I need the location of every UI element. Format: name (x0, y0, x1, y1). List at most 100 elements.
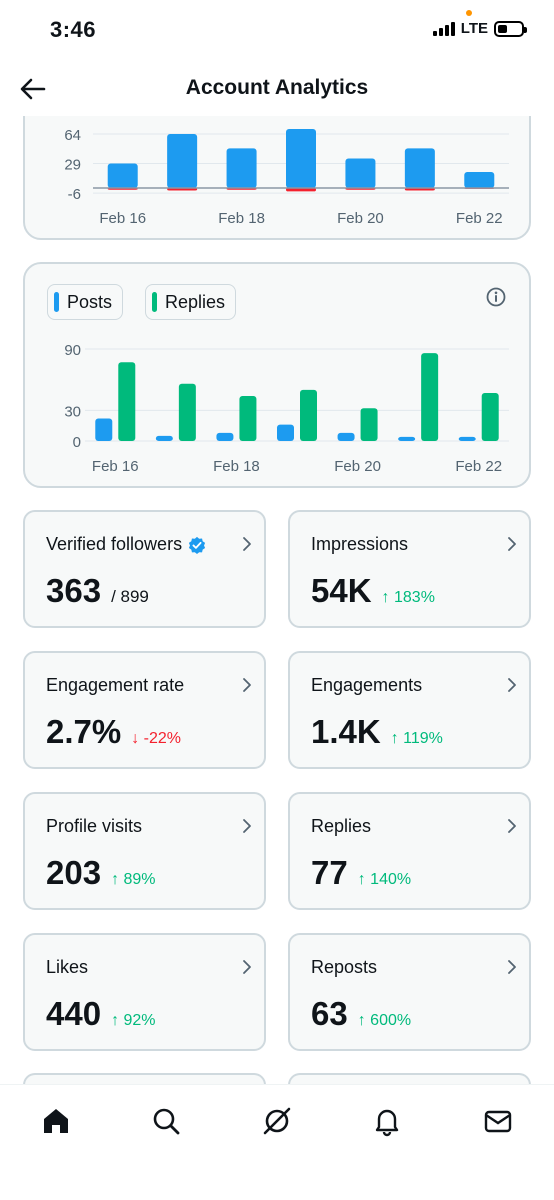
bar-replies (421, 353, 439, 441)
stat-card-impressions[interactable]: Impressions 54K ↑ 183% (288, 510, 531, 628)
status-time: 3:46 (50, 17, 97, 42)
x-tick-label: Feb 20 (334, 458, 381, 475)
stat-value-row: 2.7% ↓ -22% (46, 713, 181, 751)
stat-value-row: 203 ↑ 89% (46, 854, 156, 892)
search-icon[interactable] (150, 1105, 182, 1137)
posts-replies-chart-card: Posts Replies 90 30 0 Feb 16 Feb 18 Feb 20 Feb… (23, 262, 531, 488)
stat-label: Engagement rate (46, 675, 185, 695)
bar-positive (167, 134, 198, 188)
stat-label-wrap: Replies (311, 816, 371, 837)
x-tick-label: Feb 18 (213, 458, 260, 475)
stat-label: Engagements (311, 675, 423, 695)
x-tick-label: Feb 18 (218, 210, 265, 227)
chevron-right-icon (508, 537, 516, 551)
chevron-right-icon (243, 819, 251, 833)
bar-replies (118, 362, 136, 441)
stat-card-verified-followers[interactable]: Verified followers 363 / 899 (23, 510, 266, 628)
stat-value-row: 77 ↑ 140% (311, 854, 411, 892)
legend-replies-swatch (152, 292, 158, 312)
stat-value: 2.7% (46, 713, 122, 750)
x-tick-label: Feb 16 (99, 210, 146, 227)
stat-card-profile-visits[interactable]: Profile visits 203 ↑ 89% (23, 792, 266, 910)
back-button[interactable] (18, 74, 48, 104)
bar-positive (107, 163, 138, 188)
stat-card-engagements[interactable]: Engagements 1.4K ↑ 119% (288, 651, 531, 769)
stat-label-wrap: Verified followers (46, 534, 206, 555)
stat-value: 63 (311, 995, 348, 1032)
impressions-bar-chart: 64 29 -6 Feb 16 Feb 18 Feb 20 Feb 22 (64, 127, 509, 227)
bar-posts (95, 418, 113, 441)
bar-replies (178, 383, 196, 441)
bottom-navigation (0, 1084, 554, 1200)
bar-positive (286, 128, 316, 188)
y-tick-label: 29 (64, 157, 81, 174)
chevron-right-icon (508, 678, 516, 692)
stat-change: ↑ 92% (111, 1012, 156, 1029)
stat-label: Profile visits (46, 816, 143, 836)
stat-label-wrap: Reposts (311, 957, 377, 978)
stat-value-row: 440 ↑ 92% (46, 995, 156, 1033)
y-tick-label: 64 (64, 127, 81, 144)
stat-total: / 899 (111, 587, 149, 606)
bar-positive (404, 148, 435, 188)
bar-posts (458, 436, 476, 441)
bar-positive (226, 148, 257, 188)
stat-label: Replies (311, 816, 372, 836)
chevron-right-icon (243, 537, 251, 551)
y-tick-label: -6 (68, 186, 81, 203)
posts-replies-bar-chart: 90 30 0 Feb 16 Feb 18 Feb 20 Feb 22 (64, 342, 509, 475)
x-tick-label: Feb 16 (92, 458, 139, 475)
stat-card-replies[interactable]: Replies 77 ↑ 140% (288, 792, 531, 910)
stat-card-likes[interactable]: Likes 440 ↑ 92% (23, 933, 266, 1051)
stat-value-row: 363 / 899 (46, 572, 149, 610)
y-tick-label: 0 (73, 434, 81, 451)
stat-value: 363 (46, 572, 102, 609)
chart-legend: Posts Replies (47, 284, 237, 320)
bar-posts (337, 432, 355, 441)
stat-label: Reposts (311, 957, 378, 977)
info-icon[interactable] (485, 286, 507, 308)
home-icon[interactable] (40, 1105, 72, 1137)
bar-replies (481, 392, 499, 441)
verified-badge-icon (188, 536, 206, 554)
arrow-left-icon (20, 78, 46, 100)
stat-value: 77 (311, 854, 348, 891)
chevron-right-icon (508, 819, 516, 833)
stat-label-wrap: Engagements (311, 675, 422, 696)
bar-replies (300, 389, 317, 441)
messages-icon[interactable] (482, 1105, 514, 1137)
chevron-right-icon (243, 960, 251, 974)
status-bar: 3:46 LTE (0, 0, 554, 62)
stat-card-reposts[interactable]: Reposts 63 ↑ 600% (288, 933, 531, 1051)
stat-label: Verified followers (46, 534, 183, 554)
stat-card-engagement-rate[interactable]: Engagement rate 2.7% ↓ -22% (23, 651, 266, 769)
legend-replies[interactable]: Replies (145, 284, 237, 320)
stat-change: ↑ 600% (357, 1012, 412, 1029)
stat-change: ↑ 183% (381, 589, 435, 606)
grok-icon[interactable] (261, 1105, 293, 1137)
page-title: Account Analytics (185, 76, 369, 99)
stat-label-wrap: Impressions (311, 534, 408, 555)
x-tick-label: Feb 22 (456, 210, 503, 227)
stat-label-wrap: Likes (46, 957, 88, 978)
stat-label-wrap: Engagement rate (46, 675, 184, 696)
stat-value: 203 (46, 854, 102, 891)
chevron-right-icon (243, 678, 251, 692)
chevron-right-icon (508, 960, 516, 974)
stat-change: ↑ 89% (111, 871, 156, 888)
status-icons: LTE (432, 20, 527, 37)
notifications-icon[interactable] (371, 1105, 403, 1137)
stat-value-row: 1.4K ↑ 119% (311, 713, 443, 751)
bar-posts (155, 435, 173, 441)
legend-posts-label: Posts (67, 291, 113, 312)
bar-posts (277, 424, 294, 441)
legend-posts[interactable]: Posts (47, 284, 124, 320)
bar-replies (360, 408, 378, 441)
stat-value: 1.4K (311, 713, 381, 750)
stat-value-row: 63 ↑ 600% (311, 995, 411, 1033)
stat-value: 440 (46, 995, 102, 1032)
stat-change: ↓ -22% (131, 730, 182, 747)
x-tick-label: Feb 20 (337, 210, 384, 227)
page-header: Account Analytics (0, 62, 554, 116)
network-label: LTE (460, 20, 488, 37)
